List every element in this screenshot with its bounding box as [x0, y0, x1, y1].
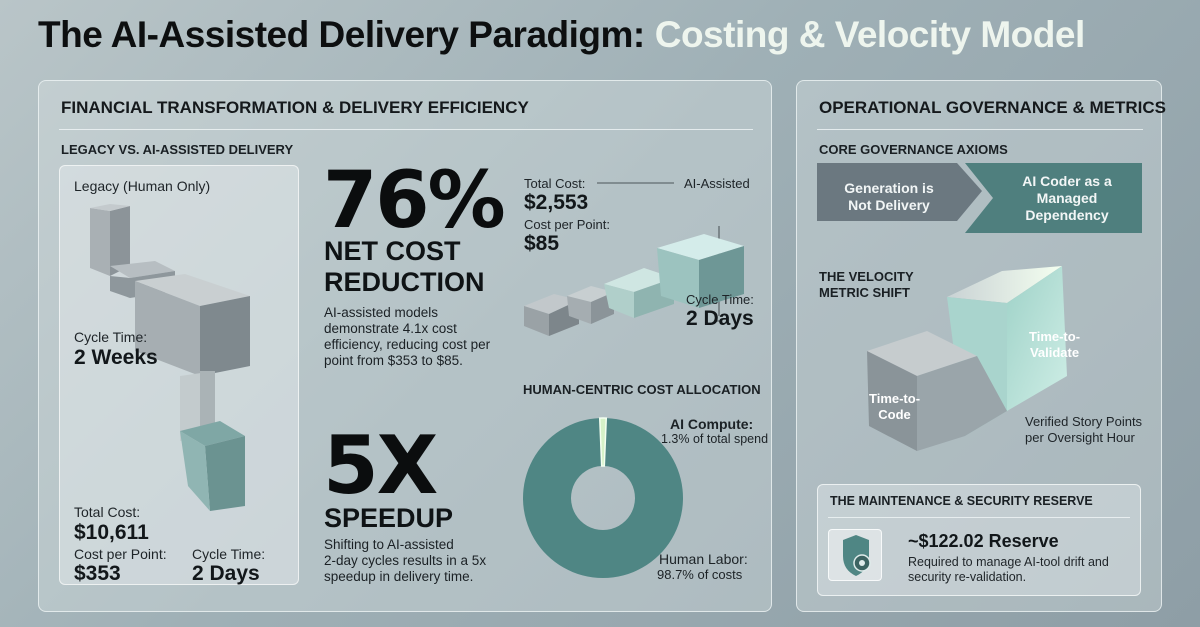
- ai-cycle-time-value: 2 Days: [686, 307, 754, 330]
- financial-panel-heading: FINANCIAL TRANSFORMATION & DELIVERY EFFI…: [61, 98, 529, 117]
- cost-allocation-heading: HUMAN-CENTRIC COST ALLOCATION: [523, 382, 761, 397]
- ai-cycle-time-label: Cycle Time:: [686, 292, 754, 307]
- ai-cost-per-point-label: Cost per Point:: [524, 217, 610, 232]
- axiom-managed-dependency: AI Coder as a Managed Dependency: [1022, 173, 1112, 223]
- legacy-cost-per-point-label: Cost per Point:: [74, 546, 167, 562]
- cost-reduction-desc-3: efficiency, reducing cost per: [324, 337, 491, 352]
- ai-assisted-label: AI-Assisted: [684, 176, 750, 191]
- cost-reduction-label-line2: REDUCTION: [324, 267, 485, 297]
- cost-reduction-label-line1: NET COST: [324, 236, 461, 266]
- reserve-heading: THE MAINTENANCE & SECURITY RESERVE: [830, 494, 1093, 508]
- divider: [817, 129, 1143, 130]
- verified-story-points-label: Verified Story Points per Oversight Hour: [1025, 414, 1143, 445]
- reserve-value: ~$122.02 Reserve: [908, 531, 1059, 551]
- legacy-label: Legacy (Human Only): [74, 178, 211, 194]
- ai-assisted-blocks-illustration: [524, 182, 744, 336]
- axiom-generation: Generation is Not Delivery: [844, 180, 934, 213]
- legacy-cycle-time-value: 2 Weeks: [74, 346, 158, 369]
- page-title: The AI-Assisted Delivery Paradigm: Costin…: [38, 14, 1085, 56]
- donut-slice-human-labor: [523, 418, 683, 578]
- cost-reduction-desc-1: AI-assisted models: [324, 305, 439, 320]
- legacy-card: Legacy (Human Only) Cycle Time: 2 Weeks …: [59, 165, 299, 585]
- ai-total-cost-value: $2,553: [524, 191, 589, 214]
- speedup-value: 5X: [323, 419, 438, 512]
- speedup-desc-3: speedup in delivery time.: [324, 569, 474, 584]
- legacy-total-cost-value: $10,611: [74, 521, 149, 544]
- ai-total-cost-label: Total Cost:: [524, 176, 586, 191]
- legacy-ai-cycle-time-label: Cycle Time:: [192, 546, 266, 562]
- reserve-description: Required to manage AI-tool drift and sec…: [908, 555, 1109, 584]
- legacy-cost-per-point-value: $353: [74, 562, 121, 585]
- title-highlight: Costing & Velocity Model: [654, 14, 1086, 55]
- governance-panel: OPERATIONAL GOVERNANCE & METRICS CORE GO…: [796, 80, 1166, 612]
- donut-slice-ai-compute: [598, 417, 608, 467]
- human-labor-label: Human Labor:: [659, 551, 748, 567]
- shield-gear-icon: [828, 529, 882, 581]
- cost-reduction-desc-2: demonstrate 4.1x cost: [324, 321, 457, 336]
- velocity-heading: THE VELOCITY METRIC SHIFT: [819, 269, 914, 300]
- title-main: The AI-Assisted Delivery Paradigm:: [38, 14, 645, 55]
- financial-panel: FINANCIAL TRANSFORMATION & DELIVERY EFFI…: [38, 80, 772, 612]
- legacy-cycle-time-label: Cycle Time:: [74, 329, 148, 345]
- divider: [828, 517, 1130, 518]
- legacy-ai-cycle-time-value: 2 Days: [192, 562, 260, 585]
- speedup-label: SPEEDUP: [324, 503, 454, 533]
- divider: [59, 129, 753, 130]
- cost-allocation-donut-chart: [523, 417, 683, 578]
- legacy-staircase-illustration: [90, 204, 250, 511]
- cost-reduction-desc-4: point from $353 to $85.: [324, 353, 463, 368]
- governance-panel-heading: OPERATIONAL GOVERNANCE & METRICS: [819, 98, 1166, 117]
- human-labor-desc: 98.7% of costs: [657, 567, 743, 582]
- ai-cost-per-point-value: $85: [524, 232, 560, 255]
- time-to-validate-label: Time-to- Validate: [1029, 329, 1081, 360]
- legacy-vs-heading: LEGACY VS. AI-ASSISTED DELIVERY: [61, 142, 294, 157]
- time-to-code-label: Time-to- Code: [869, 391, 921, 422]
- speedup-desc-1: Shifting to AI-assisted: [324, 537, 454, 552]
- legacy-total-cost-label: Total Cost:: [74, 504, 141, 520]
- ai-compute-label: AI Compute:: [670, 416, 754, 432]
- speedup-desc-2: 2-day cycles results in a 5x: [324, 553, 487, 568]
- governance-axioms-arrows: [817, 163, 1142, 233]
- ai-compute-desc: 1.3% of total spend: [661, 432, 769, 446]
- velocity-shift-illustration: [867, 266, 1067, 451]
- reserve-card: THE MAINTENANCE & SECURITY RESERVE ~$122…: [817, 484, 1141, 596]
- axioms-heading: CORE GOVERNANCE AXIOMS: [819, 142, 1008, 157]
- cost-reduction-value: 76%: [323, 156, 506, 246]
